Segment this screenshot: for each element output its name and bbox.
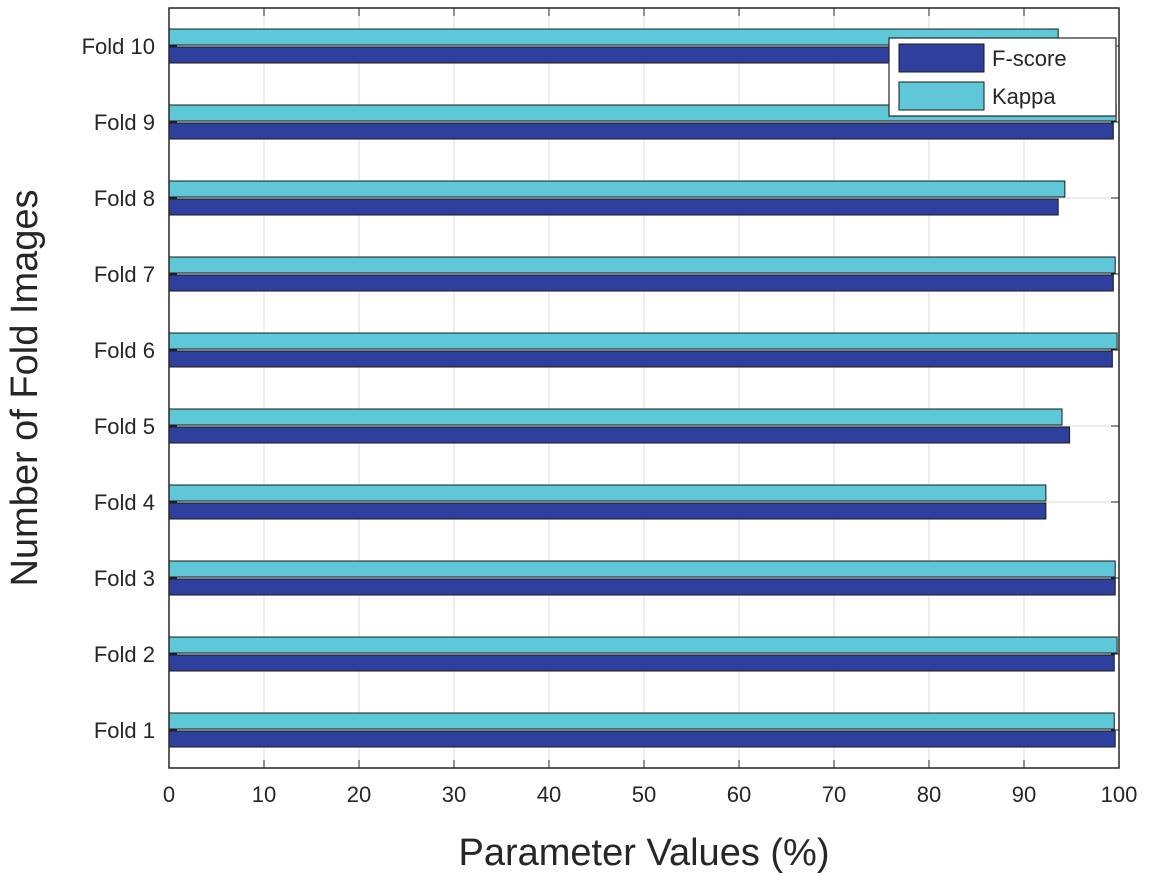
legend-label-f-score: F-score	[992, 46, 1067, 71]
y-category-label: Fold 9	[94, 110, 155, 135]
y-category-label: Fold 1	[94, 718, 155, 743]
x-tick-label: 20	[347, 782, 371, 807]
bar-kappa-fold-1	[168, 712, 1115, 730]
y-category-label: Fold 3	[94, 566, 155, 591]
x-tick-label: 40	[537, 782, 561, 807]
y-category-label: Fold 8	[94, 186, 155, 211]
bar-f-score-fold-1	[168, 730, 1116, 748]
bar-f-score-fold-9	[168, 122, 1114, 140]
x-tick-label: 60	[727, 782, 751, 807]
y-category-label: Fold 10	[82, 34, 155, 59]
x-tick-labels: 0 10 20 30 40 50 60 70 80 90 100	[163, 8, 1137, 807]
bar-f-score-fold-7	[168, 274, 1114, 292]
bar-kappa-fold-6	[168, 332, 1118, 350]
bar-kappa-fold-3	[168, 560, 1116, 578]
bar-f-score-fold-8	[168, 198, 1059, 216]
y-category-label: Fold 2	[94, 642, 155, 667]
bar-kappa-fold-8	[168, 180, 1066, 198]
bar-f-score-fold-6	[168, 350, 1113, 368]
bar-f-score-fold-4	[168, 502, 1047, 520]
x-tick-label: 80	[917, 782, 941, 807]
bar-f-score-fold-2	[168, 654, 1115, 672]
legend-swatch-kappa	[898, 81, 985, 111]
bar-kappa-fold-5	[168, 408, 1063, 426]
x-tick-label: 90	[1012, 782, 1036, 807]
bar-kappa-fold-7	[168, 256, 1116, 274]
legend-swatch-f-score	[898, 43, 985, 73]
y-category-label: Fold 4	[94, 490, 155, 515]
x-tick-label: 50	[632, 782, 656, 807]
x-tick-label: 70	[822, 782, 846, 807]
y-category-label: Fold 5	[94, 414, 155, 439]
y-category-label: Fold 6	[94, 338, 155, 363]
x-tick-label: 0	[163, 782, 175, 807]
bar-f-score-fold-3	[168, 578, 1116, 596]
bar-f-score-fold-5	[168, 426, 1071, 444]
legend-label-kappa: Kappa	[992, 84, 1056, 109]
legend: F-score Kappa	[888, 37, 1117, 117]
x-tick-label: 10	[252, 782, 276, 807]
x-tick-label: 100	[1101, 782, 1138, 807]
bars-layer	[168, 28, 1118, 748]
y-category-label: Fold 7	[94, 262, 155, 287]
bar-kappa-fold-4	[168, 484, 1047, 502]
y-axis-title: Number of Fold Images	[4, 189, 46, 586]
bar-kappa-fold-2	[168, 636, 1118, 654]
y-tick-labels: Fold 1 Fold 2 Fold 3 Fold 4 Fold 5 Fold 6 Fold…	[82, 34, 1119, 743]
x-axis-title: Parameter Values (%)	[459, 832, 830, 874]
x-tick-label: 30	[442, 782, 466, 807]
